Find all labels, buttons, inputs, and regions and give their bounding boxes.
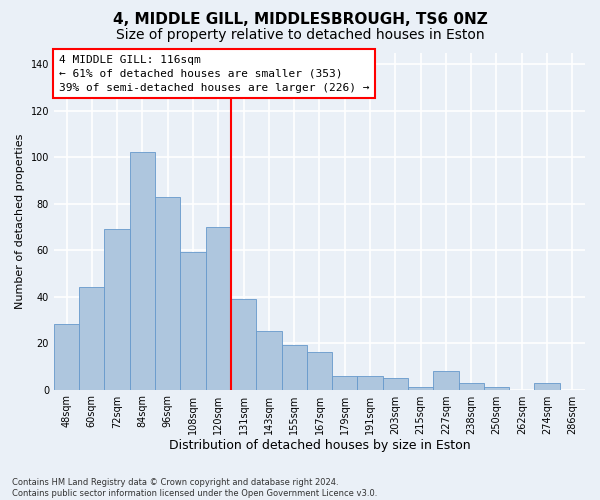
- Text: 4, MIDDLE GILL, MIDDLESBROUGH, TS6 0NZ: 4, MIDDLE GILL, MIDDLESBROUGH, TS6 0NZ: [113, 12, 487, 28]
- Bar: [256, 332, 281, 390]
- Bar: [54, 324, 79, 390]
- Bar: [458, 382, 484, 390]
- Bar: [281, 346, 307, 390]
- Bar: [484, 388, 509, 390]
- Text: Contains HM Land Registry data © Crown copyright and database right 2024.
Contai: Contains HM Land Registry data © Crown c…: [12, 478, 377, 498]
- Bar: [130, 152, 155, 390]
- Bar: [206, 227, 231, 390]
- Bar: [433, 371, 458, 390]
- Bar: [408, 388, 433, 390]
- X-axis label: Distribution of detached houses by size in Eston: Distribution of detached houses by size …: [169, 440, 470, 452]
- Bar: [358, 376, 383, 390]
- Bar: [332, 376, 358, 390]
- Y-axis label: Number of detached properties: Number of detached properties: [15, 134, 25, 308]
- Text: 4 MIDDLE GILL: 116sqm
← 61% of detached houses are smaller (353)
39% of semi-det: 4 MIDDLE GILL: 116sqm ← 61% of detached …: [59, 55, 370, 93]
- Bar: [155, 196, 181, 390]
- Bar: [383, 378, 408, 390]
- Text: Size of property relative to detached houses in Eston: Size of property relative to detached ho…: [116, 28, 484, 42]
- Bar: [104, 229, 130, 390]
- Bar: [181, 252, 206, 390]
- Bar: [231, 299, 256, 390]
- Bar: [535, 382, 560, 390]
- Bar: [79, 288, 104, 390]
- Bar: [307, 352, 332, 390]
